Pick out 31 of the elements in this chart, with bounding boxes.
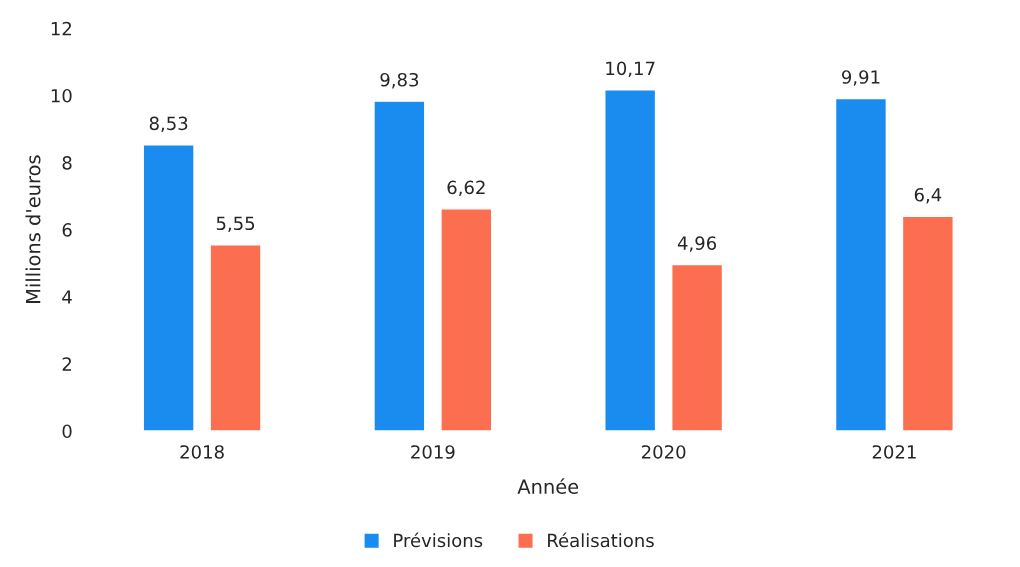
bar — [142, 144, 195, 431]
y-tick-label: 2 — [62, 357, 71, 371]
y-tick-label: 10 — [51, 88, 72, 103]
data-label: 9,83 — [380, 72, 419, 89]
legend-label: Réalisations — [548, 532, 654, 548]
y-tick-label: 0 — [62, 424, 72, 439]
y-axis-title: Millions d'euros — [25, 155, 41, 303]
data-label: 5,55 — [216, 216, 255, 232]
bar — [671, 263, 724, 431]
y-tick-label: 4 — [62, 290, 72, 304]
x-tick-label: 2020 — [641, 445, 686, 459]
bar — [604, 89, 657, 431]
data-label: 9,91 — [841, 70, 880, 86]
data-label: 8,53 — [149, 116, 188, 132]
data-label: 6,4 — [914, 187, 942, 204]
bar — [373, 100, 426, 431]
data-label: 6,62 — [447, 180, 485, 197]
y-tick-label: 6 — [62, 223, 72, 237]
legend-label: Prévisions — [394, 532, 483, 548]
y-tick-label: 8 — [62, 156, 72, 170]
y-tick-label: 12 — [51, 21, 71, 36]
bar — [209, 244, 262, 431]
data-label: 10,17 — [606, 61, 655, 77]
x-axis-title: Année — [517, 478, 579, 494]
bar — [440, 208, 493, 431]
x-tick-label: 2019 — [411, 445, 455, 459]
x-tick-label: 2018 — [180, 445, 224, 459]
data-label: 4,96 — [677, 236, 717, 252]
x-tick-label: 2021 — [872, 445, 916, 459]
bar — [834, 97, 888, 431]
bar — [901, 215, 954, 431]
